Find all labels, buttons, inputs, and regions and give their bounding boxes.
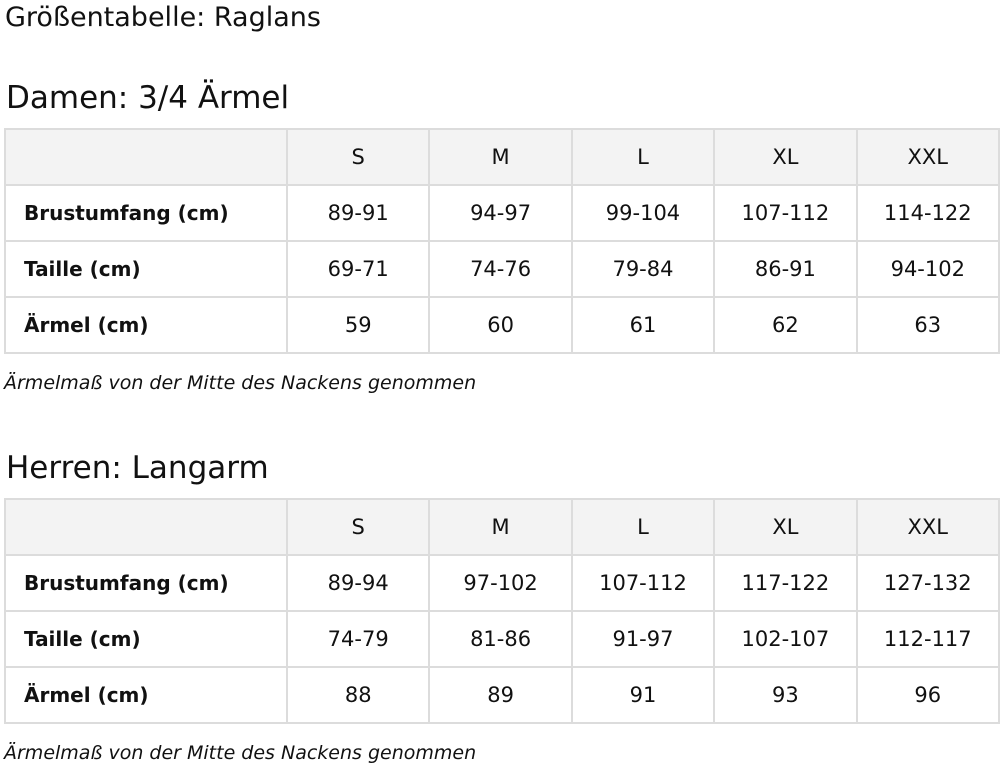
table-row: Taille (cm) 69-71 74-76 79-84 86-91 94-102 (4, 240, 1000, 298)
row-label: Ärmel (cm) (4, 666, 288, 724)
size-table: S M L XL XXL Brustumfang (cm) 89-91 94-97 99-104… (4, 128, 1000, 354)
size-header: L (570, 498, 716, 556)
table-cell: 94-102 (855, 240, 1000, 298)
page-title: Größentabelle: Raglans (5, 2, 321, 33)
table-row: Taille (cm) 74-79 81-86 91-97 102-107 112-117 (4, 610, 1000, 668)
table-cell: 107-112 (570, 554, 716, 612)
table-cell: 89 (428, 666, 573, 724)
table-row: Ärmel (cm) 59 60 61 62 63 (4, 296, 1000, 354)
table-cell: 81-86 (428, 610, 573, 668)
table-note: Ärmelmaß von der Mitte des Nackens genom… (4, 742, 477, 764)
table-cell: 88 (285, 666, 431, 724)
table-cell: 69-71 (285, 240, 431, 298)
section-heading: Herren: Langarm (6, 450, 269, 486)
table-note: Ärmelmaß von der Mitte des Nackens genom… (4, 372, 477, 394)
table-cell: 127-132 (855, 554, 1000, 612)
table-row: Brustumfang (cm) 89-91 94-97 99-104 107-112 1… (4, 184, 1000, 242)
size-header: M (428, 498, 573, 556)
row-label: Brustumfang (cm) (4, 554, 288, 612)
table-cell: 89-94 (285, 554, 431, 612)
header-row: S M L XL XXL (4, 498, 1000, 556)
size-table: S M L XL XXL Brustumfang (cm) 89-94 97-102 107-1… (4, 498, 1000, 724)
size-header: XL (713, 498, 858, 556)
table-cell: 96 (855, 666, 1000, 724)
table-cell: 60 (428, 296, 573, 354)
size-header: M (428, 128, 573, 186)
table-cell: 99-104 (570, 184, 716, 242)
table-cell: 117-122 (713, 554, 858, 612)
row-label: Ärmel (cm) (4, 296, 288, 354)
row-label: Taille (cm) (4, 240, 288, 298)
table-cell: 74-76 (428, 240, 573, 298)
corner-cell (4, 498, 288, 556)
table-cell: 74-79 (285, 610, 431, 668)
size-header: S (285, 128, 431, 186)
row-label: Taille (cm) (4, 610, 288, 668)
table-cell: 114-122 (855, 184, 1000, 242)
table-cell: 59 (285, 296, 431, 354)
table-cell: 79-84 (570, 240, 716, 298)
header-row: S M L XL XXL (4, 128, 1000, 186)
size-header: XXL (855, 498, 1000, 556)
table-cell: 63 (855, 296, 1000, 354)
section-heading: Damen: 3/4 Ärmel (6, 80, 290, 116)
table-row: Brustumfang (cm) 89-94 97-102 107-112 117-12… (4, 554, 1000, 612)
table-row: Ärmel (cm) 88 89 91 93 96 (4, 666, 1000, 724)
table-cell: 91-97 (570, 610, 716, 668)
row-label: Brustumfang (cm) (4, 184, 288, 242)
table-cell: 97-102 (428, 554, 573, 612)
table-cell: 61 (570, 296, 716, 354)
table-cell: 112-117 (855, 610, 1000, 668)
table-cell: 89-91 (285, 184, 431, 242)
table-cell: 86-91 (713, 240, 858, 298)
corner-cell (4, 128, 288, 186)
table-cell: 62 (713, 296, 858, 354)
size-header: L (570, 128, 716, 186)
table-cell: 91 (570, 666, 716, 724)
size-header: XL (713, 128, 858, 186)
table-cell: 102-107 (713, 610, 858, 668)
table-cell: 107-112 (713, 184, 858, 242)
table-cell: 94-97 (428, 184, 573, 242)
table-cell: 93 (713, 666, 858, 724)
size-header: S (285, 498, 431, 556)
size-header: XXL (855, 128, 1000, 186)
